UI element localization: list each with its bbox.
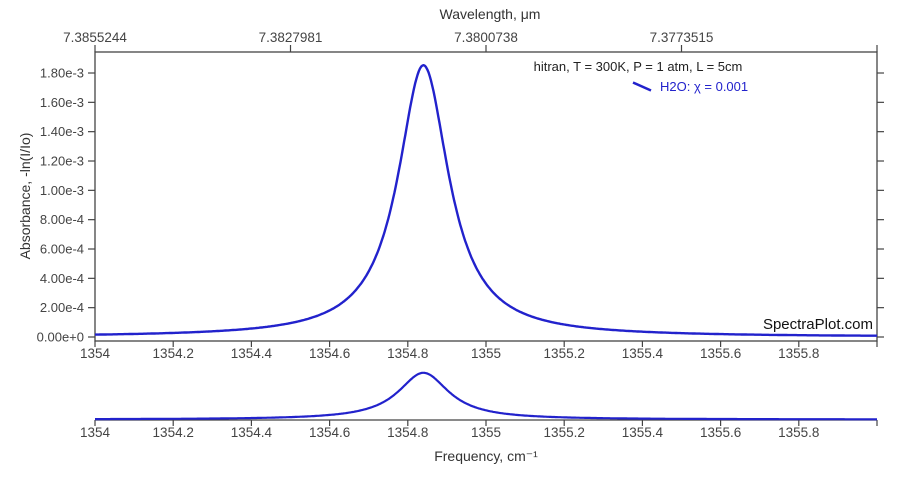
rangeslider[interactable]: [95, 368, 877, 422]
svg-text:1355.6: 1355.6: [700, 425, 741, 440]
legend-entry[interactable]: H2O: χ = 0.001: [632, 79, 748, 94]
svg-text:1354.6: 1354.6: [309, 425, 350, 440]
svg-text:1.40e-3: 1.40e-3: [40, 124, 84, 139]
rangeslider-plot: 1354 1354.2 1354.4 1354.6 1354.8 1355 1355.2 13…: [80, 371, 878, 440]
svg-text:1355.6: 1355.6: [700, 346, 741, 361]
absorbance-curve: [95, 64, 877, 337]
svg-text:0.00e+0: 0.00e+0: [37, 330, 84, 345]
legend-line-sample: [632, 81, 652, 92]
svg-text:1354.8: 1354.8: [387, 425, 428, 440]
svg-text:2.00e-4: 2.00e-4: [40, 300, 84, 315]
svg-text:1354.6: 1354.6: [309, 346, 350, 361]
svg-text:1354: 1354: [80, 346, 111, 361]
svg-text:8.00e-4: 8.00e-4: [40, 212, 84, 227]
svg-text:1354.4: 1354.4: [231, 425, 273, 440]
svg-text:7.3827981: 7.3827981: [259, 30, 323, 45]
legend-entry-label: H2O: χ = 0.001: [660, 79, 748, 94]
svg-text:1355.2: 1355.2: [544, 425, 585, 440]
svg-text:7.3773515: 7.3773515: [650, 30, 714, 45]
rangeslider-curve: [95, 371, 877, 421]
y-axis-title: Absorbance, -ln(I/Io): [17, 133, 33, 260]
svg-text:7.3855244: 7.3855244: [63, 30, 127, 45]
svg-text:1.80e-3: 1.80e-3: [40, 66, 84, 81]
svg-text:4.00e-4: 4.00e-4: [40, 271, 84, 286]
y-axis-ticks: 0.00e+0 2.00e-4 4.00e-4 6.00e-4 8.00e-4 1.00e…: [37, 66, 884, 345]
x-axis-title: Frequency, cm⁻¹: [434, 448, 538, 464]
top-axis-title: Wavelength, μm: [440, 6, 541, 22]
svg-text:1354.8: 1354.8: [387, 346, 428, 361]
svg-text:6.00e-4: 6.00e-4: [40, 242, 84, 257]
chart-dynamic-layer: 1354 1354.2 1354.4 1354.6 1354.8 1355 1355.2 13…: [37, 30, 884, 440]
svg-text:1355.2: 1355.2: [544, 346, 585, 361]
svg-text:1354.2: 1354.2: [153, 346, 194, 361]
svg-text:1355.4: 1355.4: [622, 346, 664, 361]
svg-text:1355.8: 1355.8: [778, 425, 819, 440]
watermark: SpectraPlot.com: [763, 316, 873, 333]
main-plot-drag-area[interactable]: [95, 52, 877, 341]
svg-text:1355.4: 1355.4: [622, 425, 664, 440]
svg-text:1355: 1355: [471, 346, 501, 361]
x-axis-ticks: 1354 1354.2 1354.4 1354.6 1354.8 1355 1355.2 13…: [80, 341, 878, 361]
svg-text:1355.8: 1355.8: [778, 346, 819, 361]
svg-text:1.20e-3: 1.20e-3: [40, 154, 84, 169]
svg-text:1354.4: 1354.4: [231, 346, 273, 361]
svg-text:1354.2: 1354.2: [153, 425, 194, 440]
svg-text:1.60e-3: 1.60e-3: [40, 95, 84, 110]
svg-text:7.3800738: 7.3800738: [454, 30, 518, 45]
svg-text:1354: 1354: [80, 425, 111, 440]
top-axis-ticks: 7.3855244 7.3827981 7.3800738 7.3773515: [63, 30, 878, 52]
legend-title: hitran, T = 300K, P = 1 atm, L = 5cm: [534, 59, 743, 74]
svg-text:1.00e-3: 1.00e-3: [40, 183, 84, 198]
svg-text:1355: 1355: [471, 425, 501, 440]
